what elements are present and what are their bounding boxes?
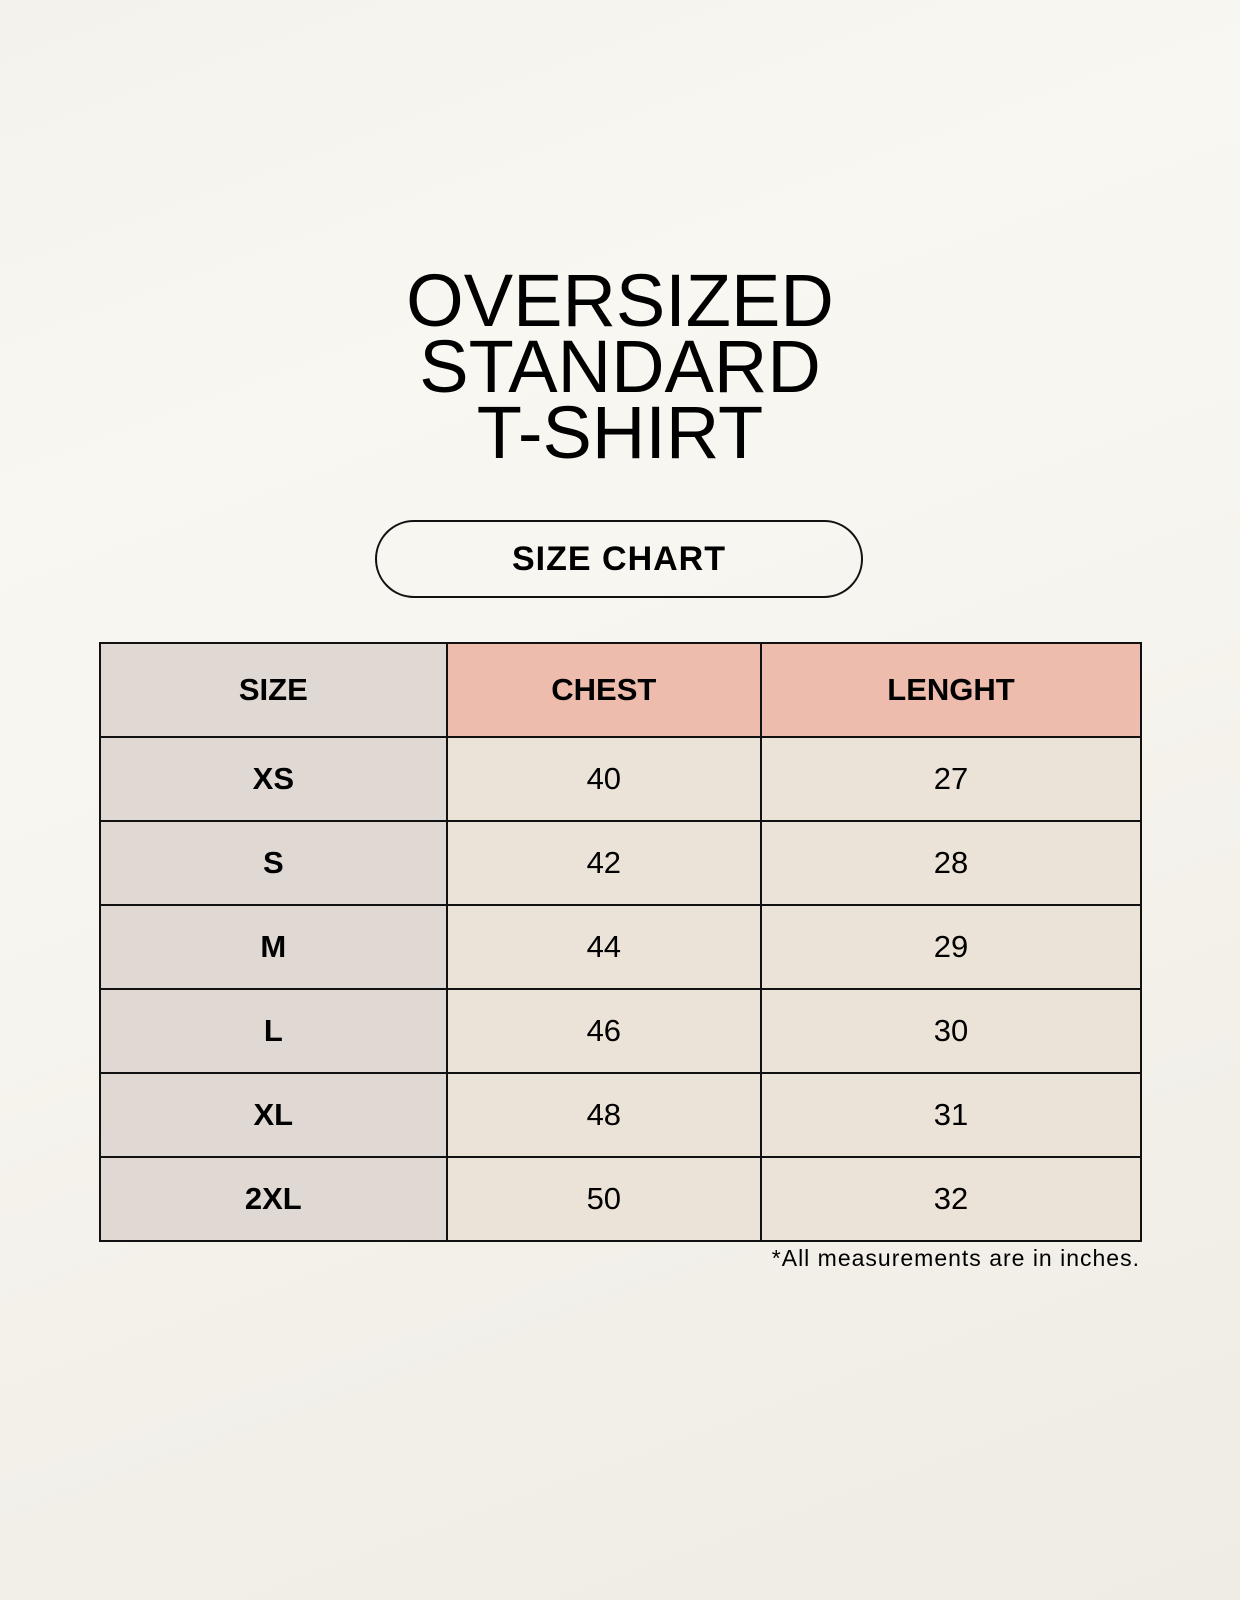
header-chest: CHEST (445, 642, 762, 738)
length-cell: 30 (759, 988, 1143, 1074)
chest-cell: 44 (445, 904, 762, 990)
table-row: XS 40 27 (99, 736, 1143, 822)
table-row: M 44 29 (99, 904, 1143, 990)
size-cell: 2XL (99, 1156, 448, 1242)
size-chart-badge: SIZE CHART (375, 520, 863, 598)
size-cell: L (99, 988, 448, 1074)
length-cell: 28 (759, 820, 1143, 906)
table-row: 2XL 50 32 (99, 1156, 1143, 1242)
chest-cell: 48 (445, 1072, 762, 1158)
chest-cell: 42 (445, 820, 762, 906)
chest-cell: 50 (445, 1156, 762, 1242)
size-cell: XL (99, 1072, 448, 1158)
title-line: STANDARD (419, 325, 821, 408)
chest-cell: 40 (445, 736, 762, 822)
size-cell: S (99, 820, 448, 906)
table-row: L 46 30 (99, 988, 1143, 1074)
title-line: T-SHIRT (476, 391, 764, 474)
title-line: OVERSIZED (406, 259, 834, 342)
table-row: XL 48 31 (99, 1072, 1143, 1158)
table-header-row: SIZE CHEST LENGHT (99, 642, 1143, 738)
length-cell: 29 (759, 904, 1143, 990)
size-cell: XS (99, 736, 448, 822)
size-cell: M (99, 904, 448, 990)
size-table: SIZE CHEST LENGHT XS 40 27 S 42 28 M 44 29 L 46 30 X… (99, 642, 1143, 1242)
length-cell: 27 (759, 736, 1143, 822)
measurement-note: *All measurements are in inches. (771, 1245, 1140, 1271)
header-length: LENGHT (759, 642, 1143, 738)
page-title: OVERSIZED STANDARD T-SHIRT (0, 259, 1240, 474)
header-size: SIZE (99, 642, 448, 738)
length-cell: 31 (759, 1072, 1143, 1158)
length-cell: 32 (759, 1156, 1143, 1242)
table-row: S 42 28 (99, 820, 1143, 906)
chest-cell: 46 (445, 988, 762, 1074)
